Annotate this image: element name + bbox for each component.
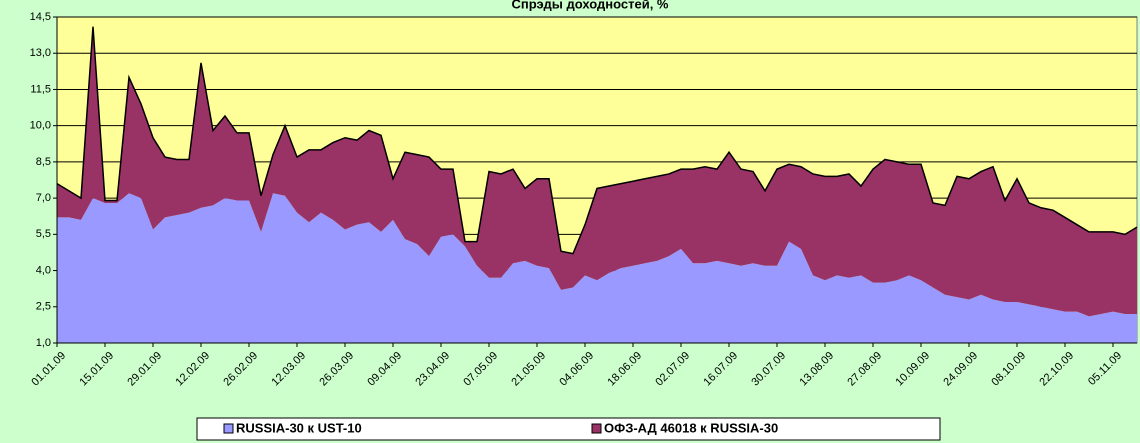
- legend-label: ОФЗ-АД 46018 к RUSSIA-30: [604, 420, 778, 435]
- y-tick-label: 13,0: [30, 47, 51, 59]
- y-tick-label: 11,5: [30, 83, 51, 95]
- chart-title: Спрэды доходностей, %: [511, 0, 668, 11]
- legend-swatch: [591, 423, 602, 434]
- y-tick-label: 4,0: [36, 264, 51, 276]
- area-outline: [56, 26, 1138, 255]
- y-tick-label: 7,0: [36, 192, 51, 204]
- legend-label: RUSSIA-30 к UST-10: [236, 420, 362, 435]
- y-tick-label: 1,0: [36, 337, 51, 349]
- y-tick-label: 2,5: [36, 301, 51, 313]
- y-tick-label: 10,0: [30, 120, 51, 132]
- area: [57, 26, 1137, 317]
- legend: [196, 417, 941, 441]
- area: [57, 193, 1137, 343]
- legend-swatch: [223, 423, 234, 434]
- y-tick-label: 5,5: [36, 228, 51, 240]
- y-tick-label: 14,5: [30, 11, 51, 23]
- y-tick-label: 8,5: [36, 156, 51, 168]
